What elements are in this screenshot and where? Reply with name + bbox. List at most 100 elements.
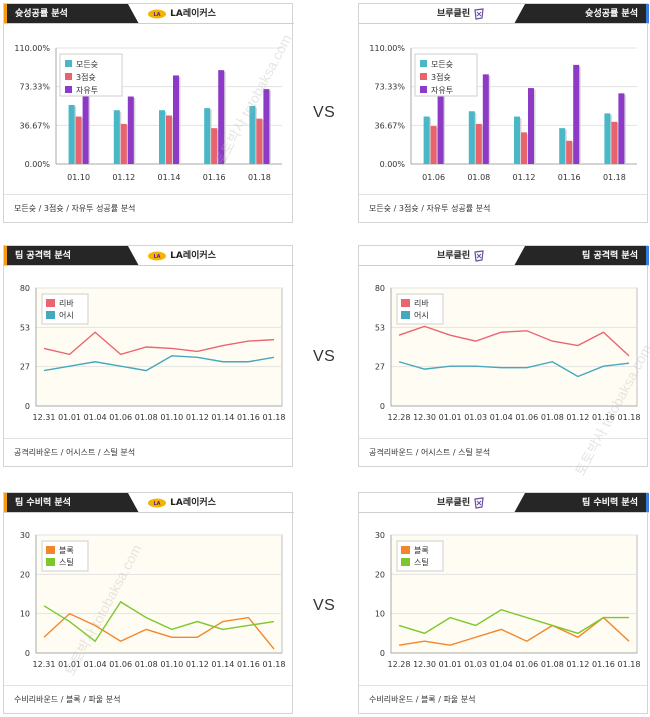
x-tick-label: 12.28 [388, 413, 411, 422]
y-tick-label: 0 [25, 649, 30, 658]
x-tick-label: 01.06 [515, 413, 538, 422]
bar [263, 89, 270, 164]
x-tick-label: 01.12 [566, 413, 589, 422]
x-tick-label: 12.28 [388, 660, 411, 669]
series-line [43, 355, 275, 372]
bar [611, 121, 618, 164]
x-tick-label: 01.18 [263, 413, 286, 422]
section-title: 팀 수비력 분석 [514, 493, 649, 513]
lakers-logo-icon: LA [148, 251, 166, 260]
x-tick-label: 01.16 [237, 413, 260, 422]
nets-logo-icon [474, 7, 484, 20]
legend-swatch [420, 73, 427, 80]
x-tick-label: 01.06 [515, 660, 538, 669]
shooting-chart-away: 110.00% 73.33% 36.67% 0.00% 01.06 01.08 01.12 0… [369, 44, 637, 182]
x-tick-label: 01.10 [160, 413, 183, 422]
bar [204, 108, 211, 164]
section-title: 슛성공률 분석 [4, 4, 139, 24]
y-tick-label: 30 [375, 531, 385, 540]
y-tick-label: 0 [380, 402, 385, 411]
lakers-logo-icon: LA [148, 498, 166, 507]
x-tick-label: 01.04 [490, 660, 513, 669]
y-tick-label: 80 [20, 284, 30, 293]
x-tick-label: 01.01 [58, 660, 81, 669]
y-tick-label: 53 [375, 323, 385, 332]
svg-text:LA: LA [153, 12, 160, 18]
section-title: 슛성공률 분석 [514, 4, 649, 24]
x-tick-label: 12.30 [413, 660, 436, 669]
series-line [398, 361, 630, 378]
y-tick-label: 20 [20, 570, 30, 579]
shooting-panel-away: 브루클린 슛성공률 분석 110.00% 73.33% 36.67% 0.00% 01.… [358, 3, 649, 223]
legend-swatch [401, 311, 410, 319]
team-name-home: LA LA레이커스 [147, 4, 216, 24]
x-tick-label: 01.01 [58, 413, 81, 422]
x-tick-label: 01.14 [211, 413, 234, 422]
bar [475, 123, 482, 164]
bar [113, 110, 120, 164]
bar [211, 128, 218, 164]
series-line [43, 600, 275, 643]
x-tick-label: 01.08 [135, 413, 158, 422]
x-tick-label: 01.16 [558, 173, 581, 182]
legend-swatch [65, 73, 72, 80]
shooting-chart-home: 110.00% 73.33% 36.67% 0.00% 01.10 01.12 01.14 0… [14, 44, 282, 182]
legend-label: 리바 [414, 298, 429, 308]
section-title: 팀 공격력 분석 [514, 246, 649, 266]
legend-label: 블록 [59, 545, 74, 555]
panel-header: 브루클린 슛성공률 분석 [359, 4, 649, 24]
x-tick-label: 01.18 [603, 173, 626, 182]
x-tick-label: 01.18 [248, 173, 271, 182]
x-tick-label: 01.12 [566, 660, 589, 669]
x-tick-label: 01.08 [541, 660, 564, 669]
bar [528, 88, 534, 164]
defense-panel-home: 팀 수비력 분석 LA LA레이커스 30 20 10 0 12.31 01.01 01.0… [3, 492, 294, 714]
y-tick-label: 73.33% [19, 83, 50, 92]
vs-label: VS [313, 597, 336, 614]
bar [218, 70, 225, 164]
lakers-logo-icon: LA [148, 9, 166, 18]
x-tick-label: 01.18 [263, 660, 286, 669]
svg-text:LA: LA [153, 254, 160, 260]
bar [437, 94, 444, 164]
legend-swatch [420, 60, 427, 67]
bar [566, 140, 573, 164]
panel-footer: 공격리바운드 / 어시스트 / 스틸 분석 [4, 438, 292, 466]
x-tick-label: 01.18 [618, 660, 641, 669]
legend-label: 모든슛 [431, 60, 453, 69]
bar [173, 75, 179, 164]
panel-header: 브루클린 팀 수비력 분석 [359, 493, 649, 513]
bar [75, 116, 82, 164]
x-tick-label: 01.06 [109, 413, 132, 422]
section-title: 팀 공격력 분석 [4, 246, 139, 266]
bar [127, 96, 134, 164]
x-tick-label: 01.10 [160, 660, 183, 669]
svg-text:LA: LA [153, 501, 160, 507]
vs-label: VS [313, 348, 336, 365]
x-tick-label: 01.08 [541, 413, 564, 422]
series-line [43, 612, 275, 650]
legend-label: 어시 [59, 310, 74, 320]
team-name-away: 브루클린 [437, 246, 485, 266]
legend-label: 자유투 [76, 86, 98, 95]
y-tick-label: 27 [375, 363, 385, 372]
y-tick-label: 53 [20, 323, 30, 332]
series-line [398, 325, 630, 357]
y-tick-label: 36.67% [374, 121, 405, 130]
team-name-home: LA LA레이커스 [147, 493, 216, 513]
legend-label: 리바 [59, 298, 74, 308]
legend-label: 스틸 [59, 557, 74, 567]
x-tick-label: 01.04 [84, 660, 107, 669]
x-tick-label: 01.16 [592, 660, 615, 669]
bar [82, 92, 89, 164]
x-tick-label: 01.03 [464, 413, 487, 422]
legend-label: 블록 [414, 545, 429, 555]
team-name-home: LA LA레이커스 [147, 246, 216, 266]
panel-header: 슛성공률 분석 LA LA레이커스 [4, 4, 294, 24]
x-tick-label: 01.04 [84, 413, 107, 422]
